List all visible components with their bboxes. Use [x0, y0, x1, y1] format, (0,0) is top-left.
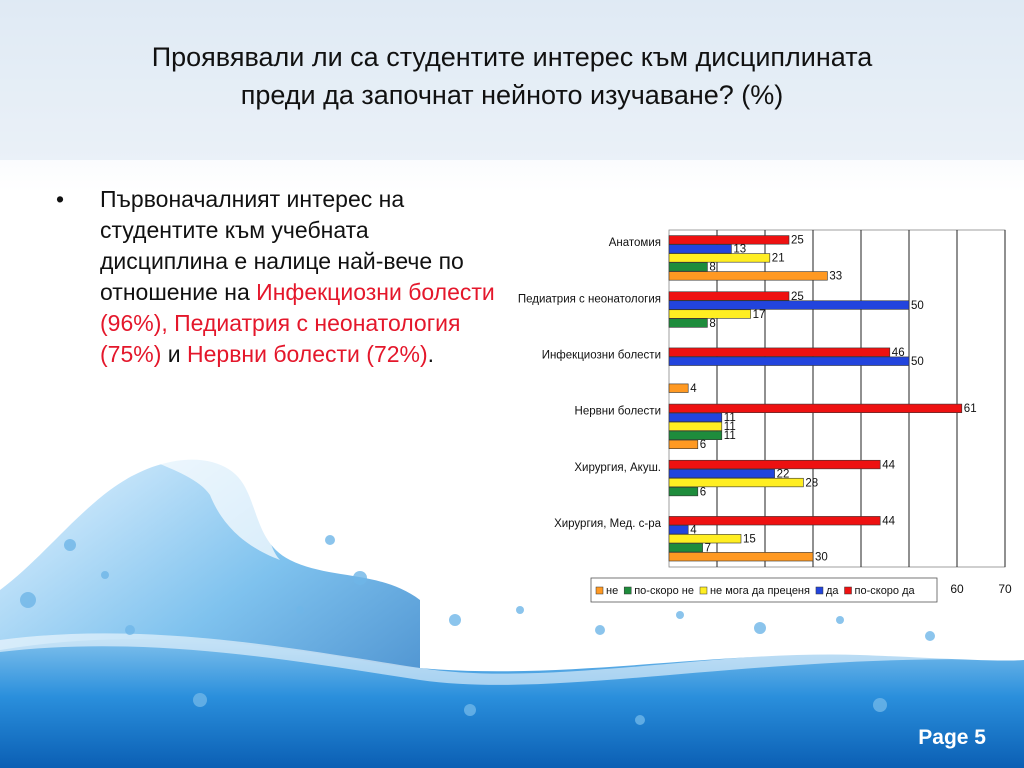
bar-по-скоро-да-хирургия-акуш — [668, 459, 881, 470]
bar-не-мога-да-преценя-педиатрия-с-неонатология — [668, 309, 751, 319]
data-label-не-анатомия: 33 — [829, 271, 842, 283]
data-label-по-скоро-да-нервни-болести: 61 — [964, 403, 977, 415]
data-label-не-нервни-болести: 6 — [700, 439, 706, 451]
data-label-по-скоро-не-хирургия-мед-с-ра: 7 — [705, 543, 711, 555]
legend-label-по-скоро-не: по-скоро не — [634, 585, 694, 597]
data-label-да-хирургия-акуш: 22 — [777, 468, 790, 480]
category-label-педиатрия-с-неонатология: Педиатрия с неонатология — [518, 293, 661, 305]
data-label-да-хирургия-мед-с-ра: 4 — [690, 525, 697, 537]
bar-да-хирургия-акуш — [668, 468, 775, 479]
data-label-да-нервни-болести: 11 — [724, 412, 736, 424]
x-tick-label-70: 70 — [998, 582, 1012, 596]
data-label-по-скоро-не-нервни-болести: 11 — [724, 430, 736, 442]
category-label-анатомия: Анатомия — [609, 237, 661, 249]
data-label-не-инфекциозни-болести: 4 — [690, 383, 697, 395]
bar-по-скоро-да-анатомия — [668, 235, 790, 245]
slide-title: Проявявали ли са студентите интерес към … — [40, 38, 984, 114]
bar-по-скоро-не-хирургия-акуш — [668, 486, 699, 497]
bar-не-мога-да-преценя-нервни-болести — [668, 421, 723, 431]
data-label-по-скоро-не-хирургия-акуш: 6 — [700, 486, 706, 498]
data-label-по-скоро-не-педиатрия-с-неонатология: 8 — [709, 318, 715, 330]
legend-box — [590, 577, 938, 603]
legend-label-не-мога-да-преценя: не мога да преценя — [710, 585, 810, 597]
data-label-по-скоро-да-педиатрия-с-неонатология: 25 — [791, 291, 804, 303]
data-label-да-анатомия: 13 — [733, 244, 746, 256]
legend-swatch-не — [595, 586, 604, 595]
bullet-dot-icon: • — [56, 186, 65, 212]
bar-не-хирургия-мед-с-ра — [668, 552, 814, 562]
category-label-нервни-болести: Нервни болести — [575, 406, 661, 418]
slide-title-line1: Проявявали ли са студентите интерес към … — [151, 42, 873, 72]
legend-swatch-не-мога-да-преценя — [699, 586, 708, 595]
data-label-не-хирургия-мед-с-ра: 30 — [815, 552, 828, 564]
bar-не-мога-да-преценя-хирургия-акуш — [668, 477, 804, 488]
legend-swatch-по-скоро-да — [844, 586, 852, 595]
data-label-по-скоро-да-хирургия-мед-с-ра: 44 — [882, 516, 895, 528]
page-number: Page 5 — [918, 726, 986, 749]
legend-label-по-скоро-да: по-скоро да — [855, 585, 916, 597]
bar-по-скоро-не-педиатрия-с-неонатология — [668, 318, 708, 328]
category-label-хирургия-мед-с-ра: Хирургия, Мед. с-ра — [554, 518, 662, 530]
data-label-по-скоро-да-инфекциозни-болести: 46 — [892, 347, 905, 359]
bar-да-педиатрия-с-неонатология — [668, 300, 910, 310]
bar-не-нервни-болести — [668, 439, 699, 449]
bullet-text-part3: . — [427, 341, 435, 367]
bar-да-хирургия-мед-с-ра — [668, 525, 689, 535]
slide-title-line2: преди да започнат нейното изучаване? (%) — [240, 80, 784, 110]
bar-по-скоро-не-хирургия-мед-с-ра — [668, 543, 703, 553]
bullet-highlight-1: Инфекциозни болести (96%), Педиатрия с н… — [100, 279, 495, 367]
data-label-не-мога-да-преценя-хирургия-акуш: 28 — [805, 477, 818, 489]
bar-по-скоро-да-инфекциозни-болести — [668, 347, 891, 357]
data-label-по-скоро-да-анатомия: 25 — [791, 235, 804, 247]
data-label-по-скоро-да-хирургия-акуш: 44 — [882, 459, 895, 471]
bullet-point: • Първоначалният интерес на студентите к… — [56, 184, 502, 370]
bar-по-скоро-не-нервни-болести — [668, 430, 723, 440]
interest-bar-chart: Анатомия 25 13 21 8 33 Педиатрия с неонатологи… — [518, 229, 1012, 603]
plot-area — [668, 229, 1006, 568]
legend-label-не: не — [606, 585, 618, 597]
bar-по-скоро-да-хирургия-мед-с-ра — [668, 516, 881, 526]
data-label-не-мога-да-преценя-анатомия: 21 — [772, 253, 785, 265]
bullet-highlight-2: Нервни болести (72%) — [187, 341, 428, 367]
data-label-не-мога-да-преценя-педиатрия-с-неонатология: 17 — [753, 309, 766, 321]
data-label-не-мога-да-преценя-нервни-болести: 11 — [724, 421, 736, 433]
bar-да-анатомия — [668, 244, 732, 254]
bar-не-мога-да-преценя-анатомия — [668, 253, 771, 263]
bar-не-инфекциозни-болести — [668, 383, 689, 393]
bar-не-анатомия — [668, 271, 828, 281]
bar-по-скоро-да-нервни-болести — [668, 403, 963, 413]
data-label-да-инфекциозни-болести: 50 — [911, 356, 924, 368]
data-label-по-скоро-не-анатомия: 8 — [709, 262, 715, 274]
category-label-хирургия-акуш: Хирургия, Акуш. — [574, 462, 661, 474]
category-label-инфекциозни-болести: Инфекциозни болести — [542, 349, 661, 361]
bar-по-скоро-не-анатомия — [668, 262, 708, 272]
data-label-да-педиатрия-с-неонатология: 50 — [911, 300, 924, 312]
bar-да-инфекциозни-болести — [668, 356, 910, 366]
bullet-text-part2: и — [161, 341, 187, 367]
legend-swatch-да — [815, 586, 824, 595]
bar-по-скоро-да-педиатрия-с-неонатология — [668, 291, 790, 301]
legend-swatch-по-скоро-не — [623, 586, 632, 595]
bullet-text-part1: Първоначалният интерес на студентите към… — [100, 186, 464, 305]
legend-label-да: да — [826, 585, 839, 597]
bar-не-мога-да-преценя-хирургия-мед-с-ра — [668, 534, 742, 544]
bar-да-нервни-болести — [668, 412, 723, 422]
x-tick-label-60: 60 — [950, 582, 964, 596]
bullet-text: Първоначалният интерес на студентите към… — [100, 184, 502, 370]
data-label-не-мога-да-преценя-хирургия-мед-с-ра: 15 — [743, 534, 756, 546]
